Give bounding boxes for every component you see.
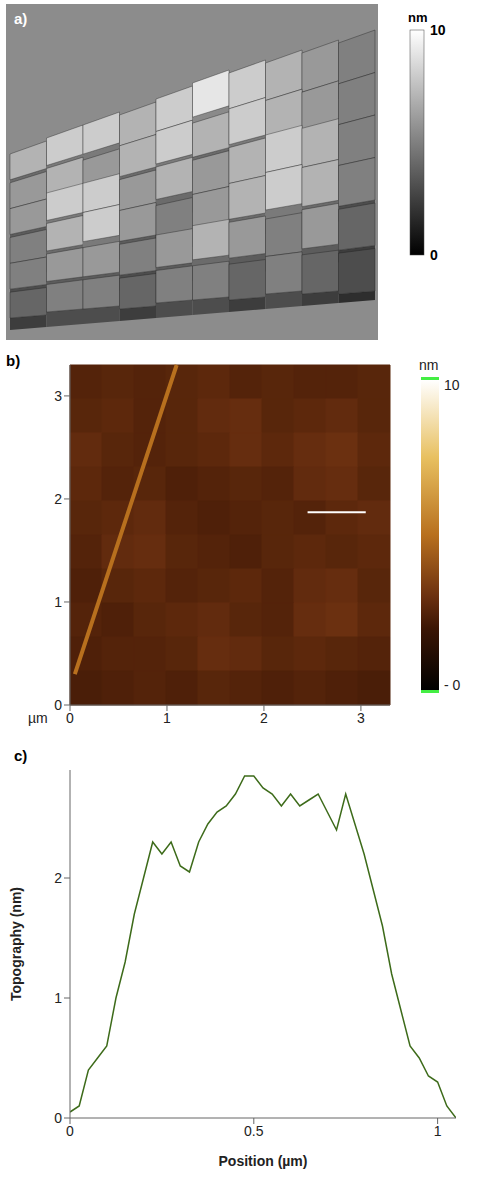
svg-text:Position (µm): Position (µm) xyxy=(219,1153,308,1169)
svg-text:1: 1 xyxy=(163,710,171,726)
svg-text:3: 3 xyxy=(357,710,365,726)
svg-text:2: 2 xyxy=(54,870,62,886)
svg-text:nm: nm xyxy=(419,357,438,373)
svg-text:1: 1 xyxy=(54,594,62,610)
svg-text:a): a) xyxy=(14,10,27,27)
svg-text:nm: nm xyxy=(408,10,428,25)
svg-text:0: 0 xyxy=(66,1123,74,1139)
svg-text:0: 0 xyxy=(54,697,62,713)
svg-text:10: 10 xyxy=(430,22,446,38)
html-text:c): c) xyxy=(14,747,28,764)
svg-text:0: 0 xyxy=(54,1110,62,1126)
svg-text:10: 10 xyxy=(444,377,460,393)
svg-text:0: 0 xyxy=(66,710,74,726)
html-text:µm: µm xyxy=(28,710,48,726)
svg-text:Topography (nm): Topography (nm) xyxy=(8,887,24,1001)
svg-text:0: 0 xyxy=(430,247,438,263)
svg-text:- 0: - 0 xyxy=(444,677,461,693)
svg-text:3: 3 xyxy=(54,388,62,404)
svg-text:0.5: 0.5 xyxy=(244,1123,264,1139)
html-text:b): b) xyxy=(6,352,21,369)
svg-text:2: 2 xyxy=(260,710,268,726)
svg-text:1: 1 xyxy=(434,1123,442,1139)
svg-text:2: 2 xyxy=(54,491,62,507)
svg-text:1: 1 xyxy=(54,990,62,1006)
